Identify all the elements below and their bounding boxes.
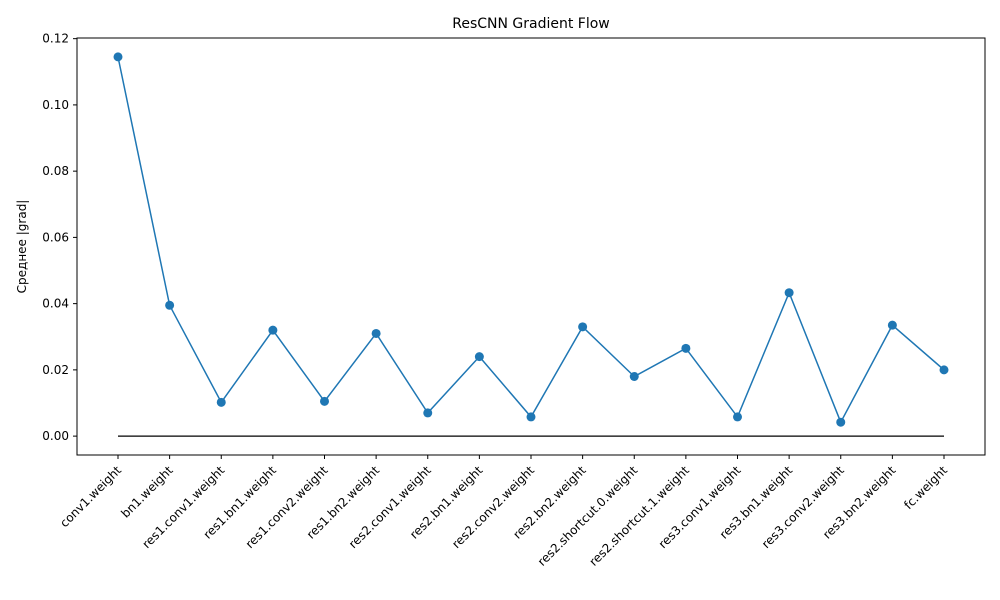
series-line xyxy=(117,56,945,424)
data-point xyxy=(578,322,588,332)
data-point xyxy=(268,325,278,335)
data-point xyxy=(836,417,846,427)
data-point xyxy=(526,412,536,422)
data-point xyxy=(165,300,175,310)
x-tick-label: bn1.weight xyxy=(118,463,176,521)
y-tick-label: 0.10 xyxy=(42,98,69,112)
y-tick-label: 0.12 xyxy=(42,32,69,46)
data-point xyxy=(423,408,433,418)
data-point xyxy=(939,365,949,375)
data-point xyxy=(629,372,639,382)
data-point xyxy=(216,397,226,407)
y-axis: 0.00 0.02 0.04 0.06 0.08 0.10 0.12 xyxy=(42,32,77,443)
data-point xyxy=(733,412,742,422)
y-tick-label: 0.08 xyxy=(42,164,69,178)
chart-title: ResCNN Gradient Flow xyxy=(452,16,610,32)
data-point xyxy=(320,396,329,406)
y-axis-label: Среднее |grad| xyxy=(15,200,29,294)
x-tick-label: res2.shortcut.0.weight xyxy=(535,463,641,569)
data-point xyxy=(681,343,691,353)
plot-frame xyxy=(76,37,986,456)
y-tick-label: 0.06 xyxy=(42,230,69,244)
data-point xyxy=(474,352,484,362)
data-point xyxy=(371,328,381,338)
x-tick-label: res2.shortcut.1.weight xyxy=(586,463,692,569)
x-tick-label: fc.weight xyxy=(901,463,950,512)
y-tick-label: 0.02 xyxy=(42,363,69,377)
x-tick-label: conv1.weight xyxy=(57,463,124,530)
x-axis: conv1.weightbn1.weightres1.conv1.weightr… xyxy=(57,455,950,569)
y-tick-label: 0.04 xyxy=(42,297,69,311)
data-point xyxy=(784,288,794,298)
data-point xyxy=(113,52,123,62)
data-point xyxy=(887,320,897,330)
y-tick-label: 0.00 xyxy=(42,429,69,443)
series-mean-grad xyxy=(113,52,949,427)
